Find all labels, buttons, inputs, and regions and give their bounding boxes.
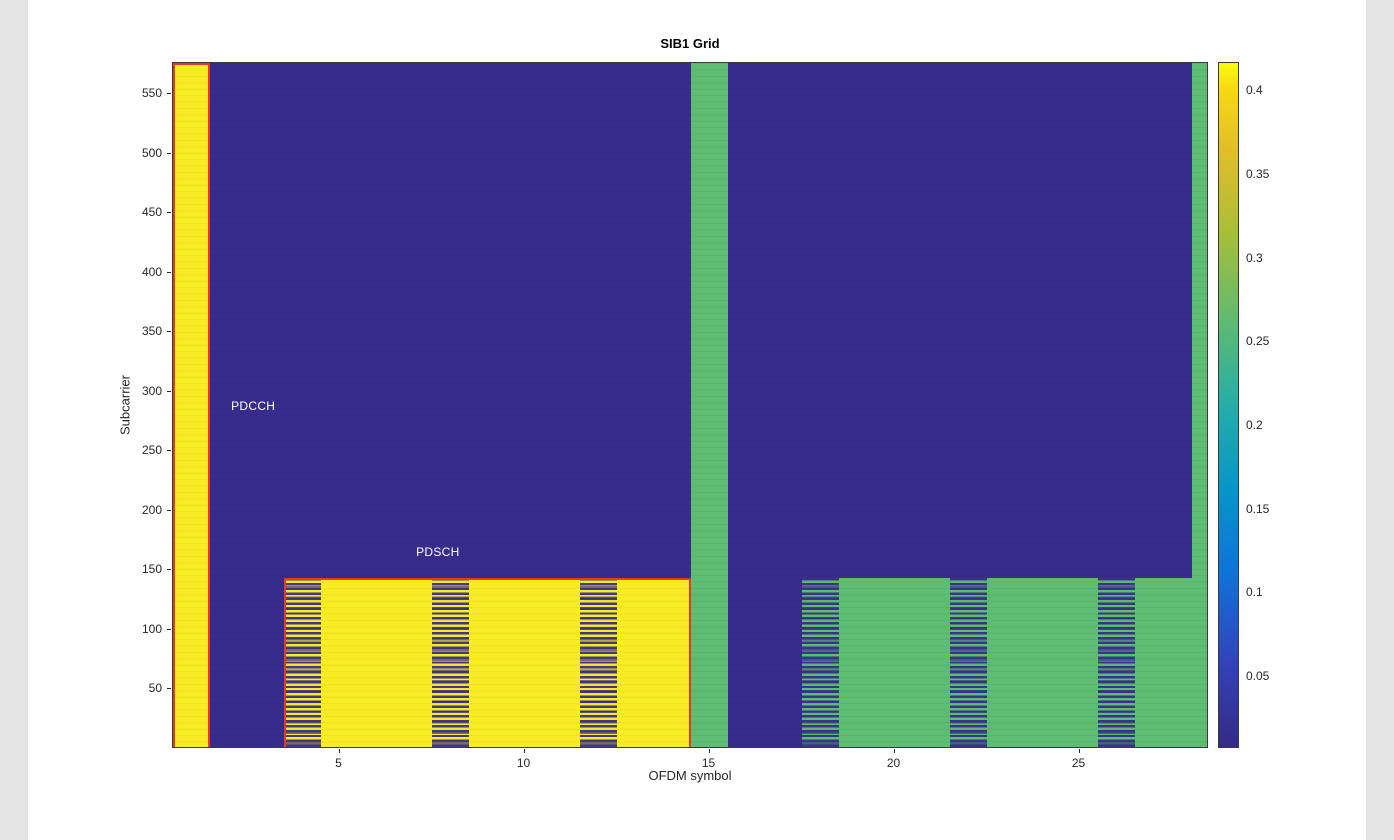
x-tick-mark — [1078, 749, 1080, 753]
y-tick-mark — [167, 569, 171, 571]
y-tick-mark — [167, 271, 171, 273]
chart-title: SIB1 Grid — [660, 36, 720, 51]
region-pdsch-dmrs-3 — [580, 577, 617, 747]
region-label-pdcch: PDCCH — [231, 399, 276, 413]
y-tick-mark — [167, 688, 171, 690]
x-tick-label: 20 — [886, 756, 901, 770]
y-tick-label: 250 — [141, 443, 162, 458]
region-green-dmrs-1 — [802, 577, 839, 747]
y-tick-label: 400 — [141, 264, 162, 279]
y-tick-mark — [167, 450, 171, 452]
y-tick-label: 200 — [141, 502, 162, 517]
colorbar-tick-label: 0.25 — [1246, 334, 1270, 349]
x-tick-label: 10 — [516, 756, 531, 770]
colorbar-tick-label: 0.3 — [1246, 250, 1263, 265]
y-tick-label: 300 — [141, 383, 162, 398]
x-tick-mark — [338, 749, 340, 753]
y-tick-mark — [167, 628, 171, 630]
region-green-dmrs-3 — [1098, 577, 1135, 747]
y-tick-label: 150 — [141, 562, 162, 577]
y-tick-mark — [167, 390, 171, 392]
region-green-dmrs-2 — [950, 577, 987, 747]
x-tick-mark — [893, 749, 895, 753]
region-pdcch-column — [173, 63, 210, 747]
region-pdsch-block — [284, 577, 691, 747]
region-outline-pdsch-block — [284, 577, 691, 747]
x-axis-label: OFDM symbol — [648, 768, 732, 783]
colorbar-tick-label: 0.4 — [1246, 83, 1263, 98]
y-tick-label: 350 — [141, 324, 162, 339]
y-tick-label: 50 — [148, 681, 162, 696]
region-green-column-15 — [691, 63, 728, 747]
colorbar — [1218, 62, 1239, 748]
figure-canvas: SIB1 Grid Subcarrier OFDM symbol PDCCH PD… — [28, 0, 1366, 840]
region-pdsch-dmrs-2 — [432, 577, 469, 747]
y-tick-mark — [167, 152, 171, 154]
y-tick-mark — [167, 331, 171, 333]
y-tick-mark — [167, 509, 171, 511]
x-tick-mark — [523, 749, 525, 753]
y-tick-label: 450 — [141, 205, 162, 220]
x-tick-label: 15 — [701, 756, 716, 770]
colorbar-tick-label: 0.2 — [1246, 418, 1263, 433]
region-green-column-right — [1192, 63, 1207, 747]
region-label-pdsch: PDSCH — [416, 545, 460, 560]
x-tick-label: 25 — [1071, 756, 1086, 770]
region-outline-pdcch-column — [173, 63, 210, 747]
colorbar-tick-label: 0.05 — [1246, 669, 1270, 684]
y-tick-mark — [167, 212, 171, 214]
x-tick-mark — [708, 749, 710, 753]
colorbar-tick-label: 0.1 — [1246, 585, 1263, 600]
y-tick-label: 550 — [141, 85, 162, 100]
region-green-block — [802, 577, 1207, 747]
heatmap-plot: PDCCH PDSCH — [172, 62, 1208, 748]
colorbar-tick-label: 0.35 — [1246, 167, 1270, 182]
x-tick-label: 5 — [335, 756, 342, 770]
region-pdsch-dmrs-1 — [284, 577, 321, 747]
y-tick-label: 100 — [141, 621, 162, 636]
colorbar-tick-label: 0.15 — [1246, 501, 1270, 516]
y-tick-mark — [167, 92, 171, 94]
y-tick-label: 500 — [141, 145, 162, 160]
